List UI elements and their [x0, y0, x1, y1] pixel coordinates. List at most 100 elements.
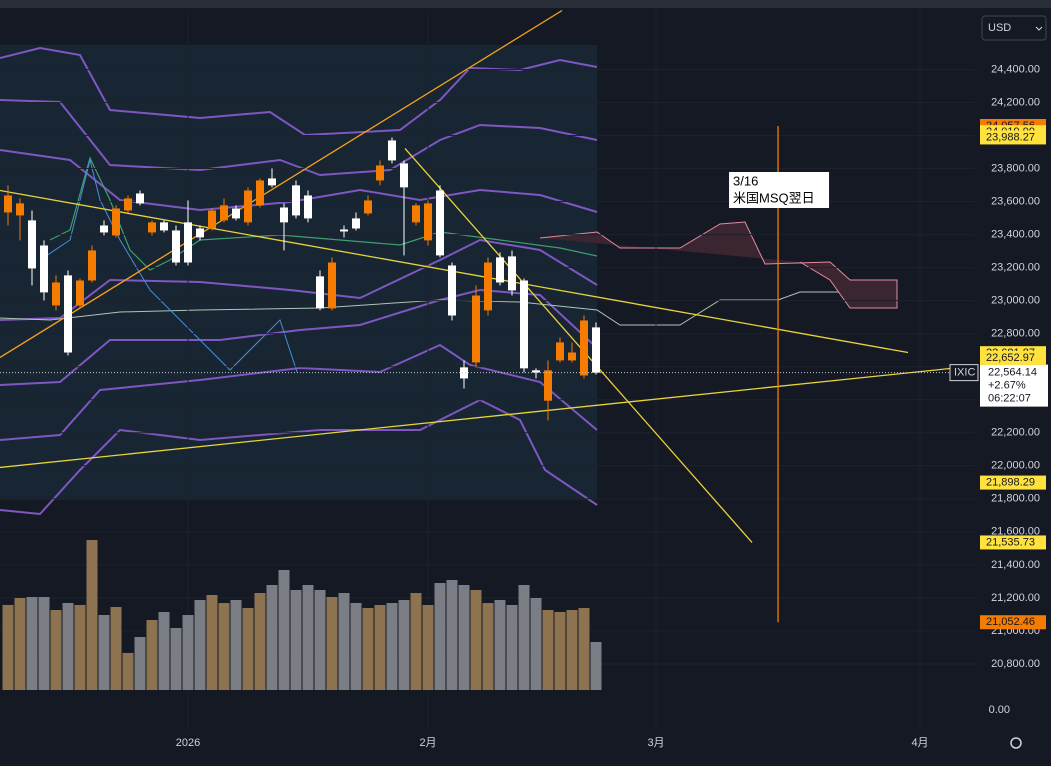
x-tick-label: 2月	[419, 737, 436, 749]
x-tick-label: 4月	[911, 737, 928, 749]
candle-body	[424, 203, 433, 241]
candle-body	[460, 367, 469, 379]
volume-bar	[374, 605, 386, 690]
candle-body	[64, 275, 73, 353]
settings-icon[interactable]	[1010, 737, 1022, 749]
volume-bar	[566, 610, 578, 690]
volume-bar	[74, 605, 86, 690]
volume-bar	[134, 637, 146, 690]
band-line	[0, 46, 598, 137]
candle-body	[484, 262, 493, 311]
y-tick-label: 20,800.00	[991, 658, 1040, 670]
trend-line	[0, 367, 951, 469]
volume-bar	[338, 593, 350, 690]
candle-body	[100, 225, 109, 233]
candle-body	[280, 207, 289, 223]
volume-bar	[554, 612, 566, 690]
candle-body	[328, 262, 337, 309]
y-tick-label: 24,400.00	[991, 63, 1040, 75]
symbol-box	[949, 364, 979, 382]
volume-bar	[362, 608, 374, 690]
countdown-label: 06:22:07	[988, 393, 1031, 405]
candle-body	[376, 165, 385, 181]
candle-body	[352, 218, 361, 229]
volume-bar	[254, 593, 266, 690]
price-label: 22,652.97	[986, 352, 1035, 364]
candle-body	[220, 205, 229, 221]
volume-bar	[482, 603, 494, 690]
volume-bar	[470, 590, 482, 690]
volume-bar	[542, 610, 554, 690]
candle-body	[508, 256, 517, 291]
price-label: 21,898.29	[986, 476, 1035, 488]
price-label-box	[980, 350, 1046, 365]
candle-body	[244, 190, 253, 223]
volume-tick-label: 0.00	[989, 704, 1010, 716]
dropdown-icon	[1035, 26, 1043, 31]
y-tick-label: 21,400.00	[991, 559, 1040, 571]
candle-body	[196, 228, 205, 238]
volume-bar	[62, 603, 74, 690]
price-label: 23,988.27	[986, 131, 1035, 143]
candle-body	[172, 230, 181, 263]
y-tick-label: 21,600.00	[991, 526, 1040, 538]
volume-bar	[26, 597, 38, 690]
y-tick-label: 22,200.00	[991, 427, 1040, 439]
candle-body	[544, 370, 553, 401]
volume-bar	[278, 570, 290, 690]
candle-body	[76, 280, 85, 306]
volume-bar	[518, 585, 530, 690]
volume-bar	[386, 603, 398, 690]
y-tick-label: 23,800.00	[991, 162, 1040, 174]
band-line	[0, 288, 598, 386]
price-label-box	[980, 535, 1046, 550]
currency-button[interactable]	[981, 15, 1047, 41]
volume-bar	[506, 605, 518, 690]
volume-bar	[350, 603, 362, 690]
top-bar	[0, 0, 1051, 8]
volume-bar	[494, 600, 506, 690]
candle-body	[88, 250, 97, 281]
candle-body	[208, 210, 217, 229]
annotation-date: 3/16	[733, 173, 758, 188]
candle-body	[256, 180, 265, 206]
change-label: +2.67%	[988, 380, 1026, 392]
current-price-box	[980, 364, 1048, 407]
volume-bar	[326, 597, 338, 690]
price-label: 21,535.73	[986, 536, 1035, 548]
volume-bar	[98, 615, 110, 690]
candle-body	[40, 245, 49, 293]
y-tick-label: 23,200.00	[991, 262, 1040, 274]
volume-bar	[590, 642, 602, 690]
currency-label: USD	[988, 22, 1011, 34]
candle-body	[568, 352, 577, 361]
volume-bar	[50, 610, 62, 690]
price-label-box	[980, 130, 1046, 145]
volume-bar	[86, 540, 98, 690]
y-tick-label: 22,800.00	[991, 328, 1040, 340]
candle-body	[520, 280, 529, 369]
candle-body	[268, 178, 277, 186]
volume-bar	[410, 593, 422, 690]
price-label: 21,052.46	[986, 616, 1035, 628]
candle-body	[184, 222, 193, 263]
y-tick-label: 21,200.00	[991, 592, 1040, 604]
candle-body	[388, 140, 397, 161]
y-tick-label: 23,000.00	[991, 295, 1040, 307]
candle-body	[16, 203, 25, 216]
volume-bar	[2, 605, 14, 690]
candle-body	[436, 190, 445, 256]
x-tick-label: 3月	[647, 737, 664, 749]
volume-bar	[194, 600, 206, 690]
volume-bar	[182, 615, 194, 690]
candle-body	[532, 370, 541, 373]
candle-body	[316, 276, 325, 309]
y-tick-label: 23,600.00	[991, 195, 1040, 207]
volume-bar	[398, 600, 410, 690]
volume-bar	[38, 597, 50, 690]
volume-bar	[14, 598, 26, 690]
candle-body	[364, 200, 373, 214]
candle-body	[580, 320, 589, 376]
candle-body	[4, 195, 13, 213]
